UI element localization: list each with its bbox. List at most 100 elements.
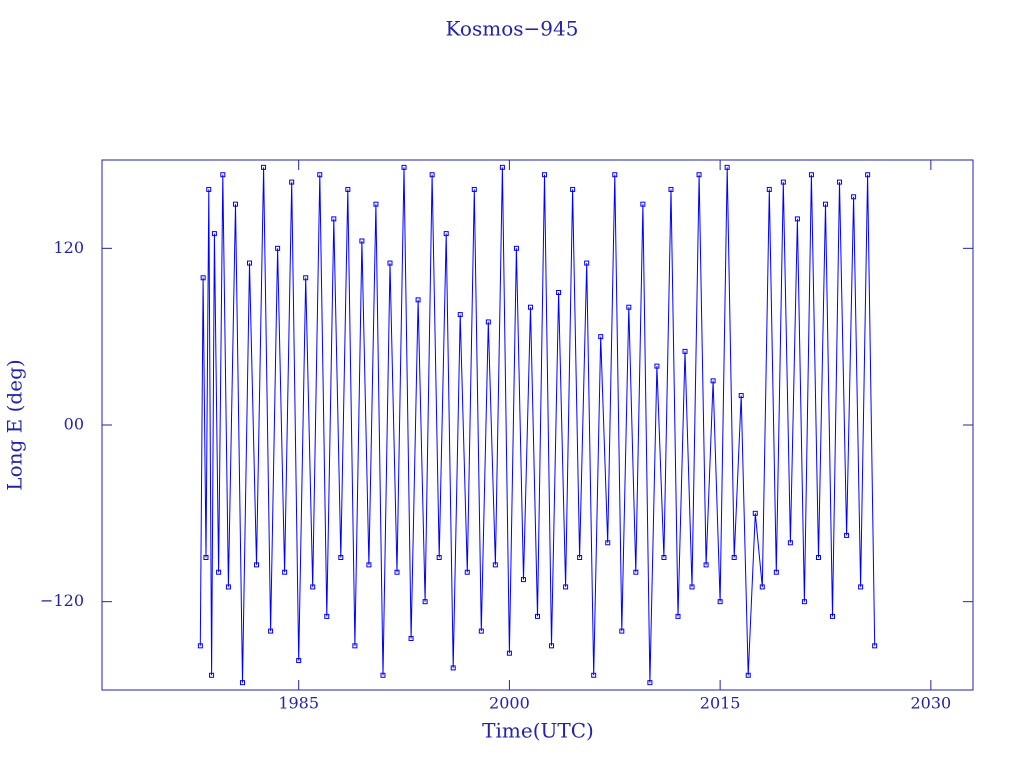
point-marker: [563, 584, 569, 590]
point-marker: [598, 334, 604, 340]
point-marker: [794, 216, 800, 222]
point-marker: [520, 577, 526, 583]
point-marker: [808, 172, 814, 178]
point-marker: [654, 363, 660, 369]
point-marker: [633, 569, 639, 575]
point-marker: [661, 555, 667, 560]
point-marker: [668, 186, 674, 192]
point-marker: [822, 201, 828, 207]
point-marker: [815, 555, 821, 560]
point-marker: [197, 643, 203, 649]
point-marker: [485, 319, 491, 325]
point-marker: [675, 613, 681, 619]
point-marker: [289, 179, 295, 185]
point-marker: [436, 555, 442, 560]
x-axis-title: Time(UTC): [482, 719, 594, 743]
point-marker: [282, 569, 288, 575]
point-marker: [513, 245, 519, 251]
point-marker: [738, 393, 744, 399]
point-marker: [408, 635, 414, 641]
point-marker: [211, 231, 217, 237]
point-marker: [640, 201, 646, 207]
x-tick-label: 1985: [278, 694, 319, 713]
point-marker: [216, 569, 222, 575]
point-marker: [780, 179, 786, 185]
point-marker: [352, 643, 358, 649]
point-marker: [858, 584, 864, 590]
point-marker: [345, 186, 351, 192]
point-marker: [605, 540, 611, 546]
point-marker: [745, 672, 751, 678]
y-tick-label: 00: [64, 415, 84, 434]
point-marker: [443, 231, 449, 237]
point-marker: [338, 555, 344, 560]
point-marker: [303, 275, 309, 281]
point-marker: [254, 562, 260, 568]
point-marker: [731, 555, 737, 560]
point-marker: [324, 613, 330, 619]
point-marker: [225, 584, 231, 590]
point-marker: [422, 599, 428, 605]
y-axis-title: Long E (deg): [3, 359, 27, 490]
point-marker: [570, 186, 576, 192]
point-marker: [464, 569, 470, 575]
point-marker: [703, 562, 709, 568]
point-marker: [380, 672, 386, 678]
point-marker: [844, 532, 850, 538]
point-marker: [268, 628, 274, 634]
point-marker: [203, 555, 209, 560]
point-marker: [310, 584, 316, 590]
point-marker: [232, 201, 238, 207]
point-marker: [710, 378, 716, 384]
point-marker: [787, 540, 793, 546]
point-marker: [471, 186, 477, 192]
point-marker: [457, 312, 463, 318]
point-marker: [724, 164, 730, 170]
point-marker: [527, 304, 533, 310]
point-marker: [387, 260, 393, 266]
point-marker: [872, 643, 878, 649]
x-tick-label: 2000: [489, 694, 530, 713]
point-marker: [492, 562, 498, 568]
point-marker: [535, 613, 540, 619]
point-marker: [209, 672, 215, 678]
point-marker: [696, 172, 702, 178]
chart-title: Kosmos−945: [446, 17, 579, 41]
point-marker: [830, 613, 836, 619]
point-marker: [331, 216, 337, 222]
point-marker: [478, 628, 484, 634]
point-marker: [773, 569, 779, 575]
point-marker: [682, 348, 688, 354]
point-marker: [220, 172, 226, 178]
point-marker: [619, 628, 625, 634]
point-marker: [717, 599, 723, 605]
point-marker: [865, 172, 871, 178]
point-marker: [401, 164, 407, 170]
point-marker: [359, 238, 365, 244]
x-tick-label: 2030: [910, 694, 951, 713]
point-marker: [689, 584, 695, 590]
point-marker: [612, 172, 618, 178]
point-marker: [296, 658, 302, 664]
point-marker: [317, 172, 323, 178]
point-marker: [549, 643, 555, 649]
point-marker: [366, 562, 372, 568]
point-marker: [247, 260, 253, 266]
point-marker: [415, 297, 421, 303]
series-line: [199, 167, 876, 683]
point-marker: [752, 510, 758, 516]
point-marker: [584, 260, 590, 266]
y-tick-label: 120: [53, 238, 84, 257]
point-marker: [239, 680, 245, 686]
x-tick-label: 2015: [700, 694, 741, 713]
point-marker: [801, 599, 807, 605]
point-marker: [275, 245, 281, 251]
point-marker: [626, 304, 632, 310]
point-marker: [429, 172, 435, 178]
point-marker: [394, 569, 400, 575]
point-marker: [499, 164, 505, 170]
point-marker: [766, 186, 772, 192]
point-marker: [206, 186, 212, 192]
